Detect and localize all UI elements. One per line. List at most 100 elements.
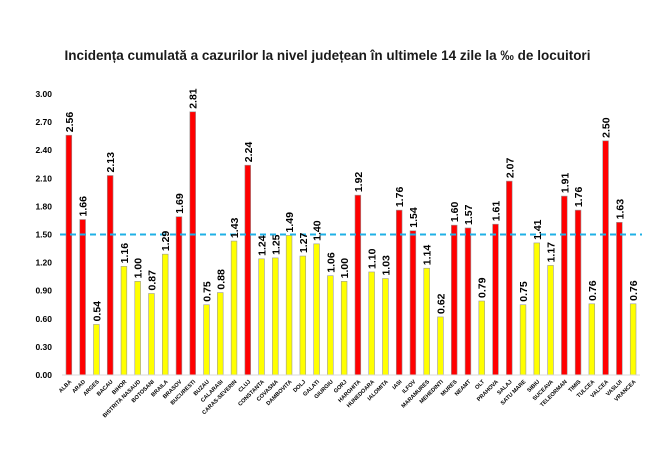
data-label: 0.62 (435, 293, 447, 314)
bar-alba (65, 134, 73, 376)
bar-galati (313, 243, 320, 376)
bar-satu-mare (519, 304, 527, 376)
bar-bistrita-nasaud (134, 281, 141, 376)
data-label: 1.61 (491, 201, 503, 222)
data-label: 1.49 (284, 212, 296, 233)
bar-caras-severin (230, 240, 238, 376)
data-label: 1.76 (394, 187, 406, 208)
data-label: 1.25 (270, 234, 282, 255)
data-label: 0.54 (91, 301, 103, 322)
y-tick-label: 1.50 (35, 230, 52, 240)
bar-valcea (602, 140, 609, 376)
y-tick-label: 0.00 (35, 370, 52, 380)
bar-salaj (506, 180, 513, 376)
data-label: 2.07 (504, 158, 516, 179)
bar-tulcea (588, 303, 596, 376)
data-label: 1.00 (339, 258, 351, 279)
bar-bacau (106, 175, 114, 376)
bar-giurgiu (327, 275, 334, 376)
bar-vaslui (616, 222, 623, 376)
y-tick-label: 0.60 (35, 314, 52, 324)
y-tick-label: 2.70 (35, 117, 52, 127)
bar-maramures (423, 267, 430, 376)
category-label: ALBA (58, 379, 73, 394)
bars-group (65, 111, 637, 376)
bar-neamt (464, 227, 472, 376)
data-label: 1.10 (367, 248, 379, 269)
bar-dambovita (285, 235, 293, 376)
bar-covasna (272, 257, 279, 376)
data-label: 1.29 (160, 231, 172, 252)
bar-arges (93, 324, 100, 376)
bar-harghita (354, 194, 362, 376)
bar-teleorman (561, 195, 568, 376)
y-tick-label: 1.20 (35, 258, 52, 268)
data-label: 1.92 (353, 172, 365, 193)
bar-constanta (258, 258, 265, 376)
data-label: 1.27 (298, 232, 310, 253)
data-label: 0.76 (628, 280, 640, 301)
data-label: 0.75 (518, 281, 530, 302)
data-label: 1.41 (532, 219, 544, 240)
bar-sibiu (533, 242, 540, 376)
bar-cluj (244, 164, 251, 376)
bar-arad (79, 219, 86, 376)
data-label: 1.16 (119, 243, 131, 264)
data-label: 1.63 (614, 199, 626, 220)
bar-suceava (547, 265, 554, 376)
data-label: 1.03 (380, 255, 392, 276)
data-label: 1.57 (463, 204, 475, 225)
bar-prahova (492, 223, 499, 376)
data-label: 1.00 (133, 258, 145, 279)
data-label: 2.24 (243, 142, 255, 163)
bar-bihor (120, 266, 128, 376)
data-label: 2.50 (601, 117, 613, 138)
bar-brasov (175, 216, 183, 376)
data-labels-group: 2.561.660.542.131.161.000.871.291.692.81… (64, 88, 640, 321)
data-label: 1.66 (78, 196, 90, 217)
bar-buzau (203, 304, 210, 376)
category-label: NEAMT (454, 379, 473, 398)
bar-gorj (340, 281, 348, 376)
data-label: 1.69 (174, 193, 186, 214)
data-label: 1.54 (408, 207, 420, 228)
y-tick-label: 1.80 (35, 201, 52, 211)
y-tick-label: 0.30 (35, 342, 52, 352)
data-label: 1.76 (573, 187, 585, 208)
bar-dolj (299, 255, 307, 376)
data-label: 1.24 (257, 235, 269, 256)
data-label: 1.14 (422, 245, 434, 266)
data-label: 0.87 (146, 270, 158, 291)
data-label: 1.06 (325, 252, 337, 273)
data-label: 1.17 (546, 242, 558, 263)
data-label: 0.75 (202, 281, 214, 302)
y-tick-label: 3.00 (35, 89, 52, 99)
y-tick-label: 2.40 (35, 145, 52, 155)
bar-ilfov (409, 230, 417, 376)
bar-hunedoara (368, 271, 375, 376)
bar-mehedinti (437, 316, 444, 376)
data-label: 1.60 (449, 202, 461, 223)
bar-botosani (148, 293, 155, 376)
data-label: 0.88 (215, 269, 227, 290)
bar-bucuresti (189, 111, 196, 376)
y-axis: 0.00 0.30 0.60 0.90 1.20 1.50 1.80 2.10 2.40 2.70… (35, 89, 52, 380)
data-label: 2.13 (105, 152, 117, 173)
bar-vrancea (629, 303, 637, 376)
bar-ialomita (382, 278, 389, 376)
bar-calarasi (217, 292, 224, 376)
data-label: 1.91 (559, 173, 571, 194)
data-label: 2.81 (188, 88, 200, 109)
chart-title: Incidența cumulată a cazurilor la nivel … (64, 48, 591, 63)
bar-braila (162, 253, 169, 376)
data-label: 0.76 (587, 280, 599, 301)
y-tick-label: 0.90 (35, 286, 52, 296)
data-label: 1.43 (229, 217, 241, 238)
y-tick-label: 2.10 (35, 173, 52, 183)
data-label: 0.79 (477, 277, 489, 298)
data-label: 2.56 (64, 112, 76, 133)
data-label: 1.40 (312, 220, 324, 241)
bar-mures (451, 224, 458, 376)
